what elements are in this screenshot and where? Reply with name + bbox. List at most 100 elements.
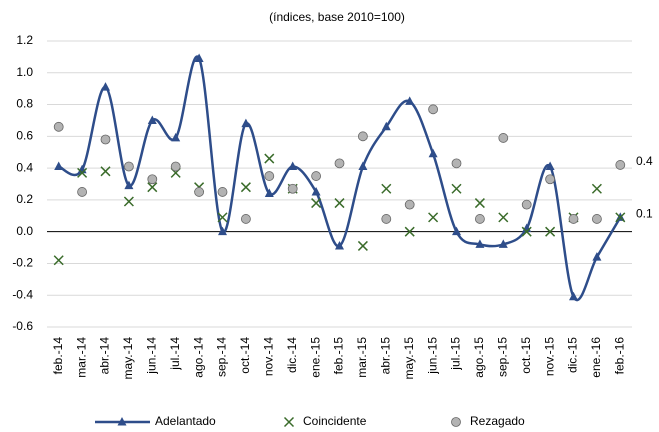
legend-item: Rezagado	[451, 414, 525, 428]
y-tick-label: -0.4	[12, 287, 33, 301]
data-point	[357, 131, 368, 142]
data-point	[568, 214, 579, 224]
data-point	[592, 214, 602, 224]
x-tick-label: dic.-15	[566, 337, 580, 373]
data-point	[334, 158, 345, 169]
x-tick-label: may.-14	[121, 337, 135, 380]
data-point	[615, 212, 626, 223]
data-point	[475, 239, 485, 248]
data-point	[124, 180, 134, 190]
x-tick-label: nov.-15	[542, 337, 556, 376]
x-tick-label: may.-15	[402, 337, 416, 380]
data-point	[264, 153, 275, 164]
data-point	[474, 198, 485, 209]
data-point	[77, 187, 87, 197]
data-point	[545, 174, 555, 185]
y-tick-label: -0.6	[12, 319, 33, 333]
annotation: 0.1	[636, 207, 653, 221]
data-point	[264, 188, 274, 198]
data-point	[569, 291, 578, 301]
data-point	[171, 132, 181, 142]
x-tick-label: ene.-15	[308, 337, 322, 378]
data-point	[428, 104, 439, 115]
x-tick-label: abr.-14	[98, 337, 112, 375]
x-tick-label: oct.-15	[519, 337, 533, 374]
data-point	[194, 187, 205, 197]
data-point	[545, 226, 556, 237]
data-point	[404, 226, 415, 237]
x-tick-label: mar.-15	[355, 337, 369, 378]
data-point	[217, 187, 228, 197]
data-point	[381, 214, 392, 224]
x-tick-label: feb.-16	[612, 337, 626, 375]
data-point	[404, 199, 415, 210]
data-point	[147, 182, 158, 193]
x-tick-label: ago.-15	[472, 337, 486, 378]
data-point	[591, 183, 602, 194]
data-point	[240, 182, 251, 193]
data-point	[405, 96, 415, 105]
x-tick-label: jul.-14	[168, 337, 182, 371]
x-tick-label: ene.-16	[589, 337, 603, 378]
x-tick-label: oct.-14	[238, 337, 252, 374]
y-tick-label: 0.8	[16, 97, 33, 111]
x-tick-label: dic.-14	[285, 337, 299, 373]
data-point	[357, 240, 368, 251]
chart-title: (índices, base 2010=100)	[269, 10, 405, 24]
legend-label: Adelantado	[155, 414, 216, 428]
data-point	[218, 226, 227, 236]
x-tick-label: sep.-14	[215, 337, 229, 377]
data-point	[100, 134, 111, 145]
data-point	[452, 226, 461, 236]
y-tick-label: 0.2	[16, 192, 33, 206]
data-point	[123, 161, 134, 172]
data-point	[498, 239, 508, 248]
data-point	[240, 214, 251, 224]
data-point	[474, 214, 485, 224]
x-tick-label: ago.-14	[191, 337, 205, 378]
legend-item: Coincidente	[283, 414, 367, 428]
legend-marker	[283, 416, 295, 428]
data-point	[100, 166, 111, 177]
annotation: 0.4	[636, 154, 653, 168]
x-tick-label: jun.-14	[144, 337, 158, 375]
data-point	[592, 252, 602, 261]
x-tick-label: jun.-15	[425, 337, 439, 375]
data-point	[147, 115, 157, 124]
x-tick-label: mar.-14	[74, 337, 88, 378]
data-point	[53, 121, 64, 132]
x-tick-label: feb.-14	[51, 337, 65, 375]
data-point	[101, 82, 110, 91]
data-point	[77, 167, 88, 178]
data-point	[264, 171, 275, 181]
legend-item: Adelantado	[95, 414, 216, 428]
legend-label: Coincidente	[303, 414, 367, 428]
data-point	[498, 133, 509, 143]
data-point	[311, 186, 321, 196]
x-tick-label: sep.-15	[495, 337, 509, 377]
data-point	[451, 158, 462, 169]
legend-marker	[451, 417, 461, 427]
legend-marker	[117, 417, 127, 426]
data-point	[358, 161, 368, 171]
data-point	[381, 183, 392, 194]
y-tick-label: 0.4	[16, 160, 33, 174]
data-point	[381, 121, 391, 131]
data-point	[451, 183, 462, 194]
data-point	[241, 118, 251, 128]
y-tick-label: 1.2	[16, 33, 33, 47]
data-point	[545, 161, 555, 171]
data-point	[170, 161, 181, 172]
data-point	[288, 161, 298, 171]
data-point	[147, 174, 158, 185]
data-point	[287, 183, 298, 194]
y-tick-label: -0.2	[12, 256, 33, 270]
data-point	[498, 212, 509, 223]
legend-label: Rezagado	[470, 414, 525, 428]
y-tick-label: 1.0	[16, 65, 33, 79]
data-point	[334, 198, 345, 209]
data-point	[428, 212, 439, 223]
x-tick-label: feb.-15	[332, 337, 346, 375]
data-point	[335, 240, 344, 250]
